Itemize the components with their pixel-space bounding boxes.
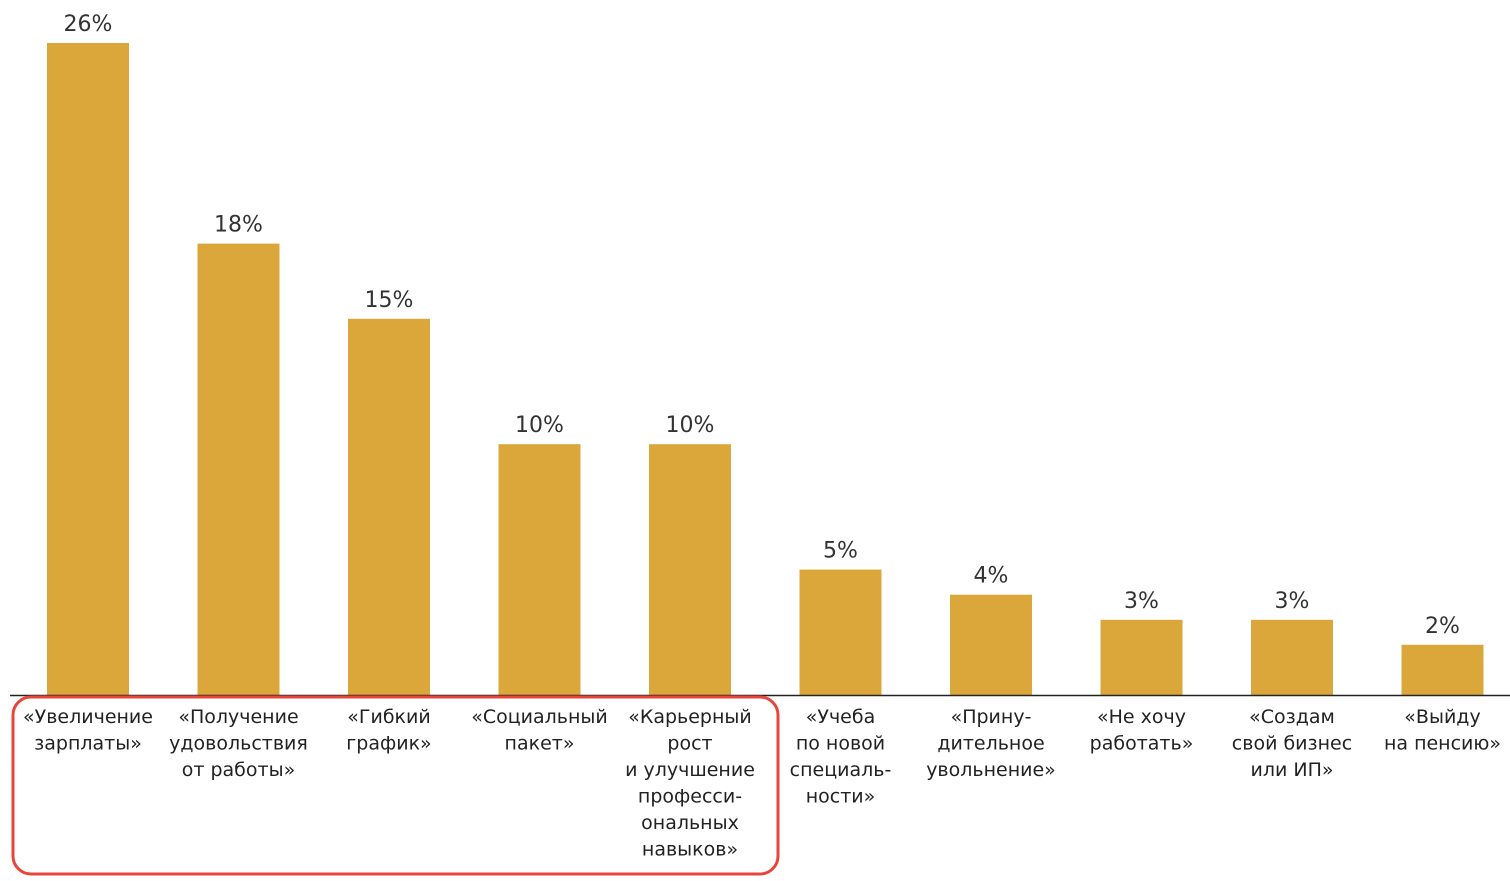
data-label-8: 3% bbox=[1275, 589, 1310, 614]
tick-label-9-line-0: «Выйду bbox=[1404, 706, 1480, 728]
tick-label-1: «Получение удовольствия от работы» bbox=[169, 706, 308, 781]
tick-label-7-line-1: работать» bbox=[1090, 733, 1194, 755]
tick-label-1-line-2: от работы» bbox=[182, 759, 295, 781]
category-labels-layer: «Увеличение зарплаты» «Получение удовольств… bbox=[23, 706, 1501, 861]
tick-label-3-line-0: «Социальный bbox=[471, 706, 608, 728]
tick-label-4-line-0: «Карьерный bbox=[628, 706, 752, 728]
tick-label-2: «Гибкий график» bbox=[346, 706, 431, 755]
tick-label-5-line-3: ности» bbox=[806, 786, 876, 808]
tick-label-4: «Карьерный рост и улучшение професси-ональн… bbox=[625, 706, 755, 861]
tick-label-0-line-0: «Увеличение bbox=[23, 706, 153, 728]
highlight-box bbox=[11, 695, 780, 876]
data-label-5: 5% bbox=[823, 539, 858, 564]
tick-label-9: «Выйду на пенсию» bbox=[1384, 706, 1501, 755]
tick-label-9-line-1: на пенсию» bbox=[1384, 733, 1501, 755]
tick-label-1-line-0: «Получение bbox=[178, 706, 298, 728]
bars-layer bbox=[47, 43, 1484, 695]
bar-3 bbox=[498, 444, 581, 695]
tick-label-6: «Прину-дительное увольнение» bbox=[926, 706, 1056, 781]
tick-label-3: «Социальный пакет» bbox=[471, 706, 608, 755]
data-label-1: 18% bbox=[214, 213, 263, 238]
tick-label-2-line-1: график» bbox=[346, 733, 431, 755]
tick-label-3-line-1: пакет» bbox=[505, 733, 575, 755]
tick-label-8-line-1: свой бизнес bbox=[1232, 733, 1352, 755]
bar-1 bbox=[197, 243, 280, 695]
tick-label-0-line-1: зарплаты» bbox=[34, 733, 142, 755]
tick-label-5-line-0: «Учеба bbox=[806, 706, 875, 728]
data-label-2: 15% bbox=[365, 288, 414, 313]
data-label-3: 10% bbox=[515, 413, 564, 438]
bar-6 bbox=[950, 594, 1032, 695]
tick-label-6-line-0: «Прину- bbox=[951, 706, 1032, 728]
data-label-4: 10% bbox=[666, 413, 715, 438]
value-labels-layer: 26% 18% 15% 10% 10% 5% 4% 3% 3% 2% bbox=[64, 12, 1460, 639]
tick-label-7-line-0: «Не хочу bbox=[1097, 706, 1186, 728]
tick-label-4-line-5: навыков» bbox=[642, 839, 738, 861]
data-label-0: 26% bbox=[64, 12, 113, 37]
data-label-6: 4% bbox=[974, 564, 1009, 589]
bar-0 bbox=[47, 43, 129, 695]
tick-label-6-line-1: дительное bbox=[937, 733, 1044, 755]
tick-label-1-line-1: удовольствия bbox=[169, 733, 308, 755]
tick-label-8: «Создам свой бизнес или ИП» bbox=[1232, 706, 1352, 781]
tick-label-6-line-2: увольнение» bbox=[926, 759, 1056, 781]
tick-label-0: «Увеличение зарплаты» bbox=[23, 706, 153, 755]
tick-label-5-line-2: специаль- bbox=[790, 759, 892, 781]
tick-label-2-line-0: «Гибкий bbox=[347, 706, 430, 728]
tick-label-4-line-2: и улучшение bbox=[625, 759, 755, 781]
tick-label-8-line-2: или ИП» bbox=[1250, 759, 1333, 781]
data-label-7: 3% bbox=[1124, 589, 1159, 614]
data-label-9: 2% bbox=[1425, 614, 1460, 639]
highlight-layer bbox=[11, 695, 780, 876]
tick-label-4-line-1: рост bbox=[667, 733, 712, 755]
tick-label-4-line-4: ональных bbox=[641, 812, 739, 834]
bar-2 bbox=[348, 318, 430, 695]
tick-label-5-line-1: по новой bbox=[796, 733, 885, 755]
tick-label-7: «Не хочу работать» bbox=[1090, 706, 1194, 755]
tick-label-5: «Учеба по новой специаль-ности» bbox=[790, 706, 892, 808]
bar-8 bbox=[1251, 619, 1333, 695]
tick-label-8-line-0: «Создам bbox=[1249, 706, 1335, 728]
bar-5 bbox=[799, 569, 882, 695]
bar-4 bbox=[649, 444, 731, 695]
bar-7 bbox=[1100, 619, 1183, 695]
tick-label-4-line-3: професси- bbox=[638, 786, 742, 808]
bar-9 bbox=[1401, 644, 1484, 695]
